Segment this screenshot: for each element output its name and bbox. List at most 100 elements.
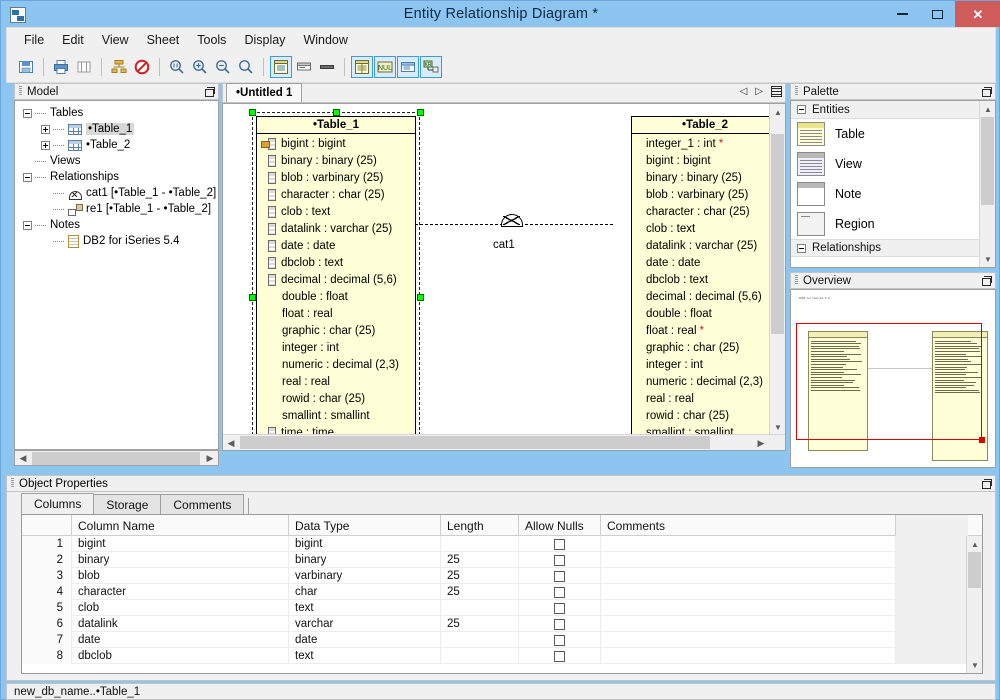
restore-icon[interactable] (980, 87, 992, 97)
cell-length[interactable] (441, 632, 519, 648)
scroll-up-arrow[interactable]: ▲ (971, 539, 979, 549)
no-entry-button[interactable] (131, 56, 153, 78)
cell-length[interactable] (441, 648, 519, 664)
cell-column-name[interactable]: character (72, 584, 289, 600)
model-tree[interactable]: Tables •Table_1 •Table_2 Views (14, 100, 219, 450)
show-comments-button[interactable] (397, 56, 419, 78)
cell-column-name[interactable]: date (72, 632, 289, 648)
zoom-in-button[interactable] (189, 56, 211, 78)
zoom-actual-button[interactable] (166, 56, 188, 78)
columns-grid[interactable]: Column Name Data Type Length Allow Nulls… (21, 514, 983, 674)
canvas-vscrollbar[interactable]: ▲ ▼ (769, 104, 785, 435)
entity-column-row[interactable]: dbclob : text (257, 254, 415, 271)
overview-viewport-handle[interactable] (979, 437, 985, 443)
selection-handle-w[interactable] (249, 294, 256, 301)
cell-comments[interactable] (601, 584, 896, 600)
cell-length[interactable]: 25 (441, 568, 519, 584)
grid-header-allow-nulls[interactable]: Allow Nulls (519, 515, 601, 536)
table-row[interactable]: 6 datalink varchar 25 (22, 616, 982, 632)
show-nullability-button[interactable]: NUL (374, 56, 396, 78)
scroll-left-arrow[interactable]: ◀ (227, 437, 235, 448)
entity-column-row[interactable]: smallint : smallint (632, 424, 770, 436)
entity-column-row[interactable]: date : date (257, 237, 415, 254)
palette-section-entities[interactable]: Entities (791, 101, 979, 119)
align-button[interactable] (108, 56, 130, 78)
show-title-bar-button[interactable] (316, 56, 338, 78)
entity-column-row[interactable]: dbclob : text (632, 271, 770, 288)
vscroll-thumb[interactable] (968, 552, 981, 588)
allow-nulls-checkbox[interactable] (554, 618, 565, 630)
tree-node-notes[interactable]: Notes (19, 217, 218, 233)
cell-length[interactable]: 25 (441, 616, 519, 632)
expander-icon[interactable] (23, 108, 32, 118)
entity-column-row[interactable]: blob : varbinary (25) (257, 169, 415, 186)
restore-icon[interactable] (980, 479, 992, 489)
entity-column-row[interactable]: binary : binary (25) (632, 169, 770, 186)
cell-length[interactable] (441, 536, 519, 552)
cell-column-name[interactable]: blob (72, 568, 289, 584)
cell-comments[interactable] (601, 632, 896, 648)
cell-allow-nulls[interactable] (519, 584, 601, 600)
tree-node-db2-note[interactable]: DB2 for iSeries 5.4 (19, 233, 218, 249)
zoom-fit-button[interactable] (235, 56, 257, 78)
grid-header-length[interactable]: Length (441, 515, 519, 536)
grid-header-data-type[interactable]: Data Type (289, 515, 441, 536)
cell-column-name[interactable]: binary (72, 552, 289, 568)
show-columns-button[interactable] (270, 56, 292, 78)
cell-allow-nulls[interactable] (519, 632, 601, 648)
entity-column-row[interactable]: rowid : char (25) (632, 407, 770, 424)
menu-window[interactable]: Window (303, 33, 348, 47)
cell-comments[interactable] (601, 552, 896, 568)
scroll-down-arrow[interactable]: ▼ (984, 254, 992, 264)
entity-column-row[interactable]: numeric : decimal (2,3) (632, 373, 770, 390)
tree-node-table-2[interactable]: •Table_2 (19, 137, 218, 153)
close-button[interactable]: ✕ (955, 1, 1000, 27)
table-row[interactable]: 8 dbclob text (22, 648, 982, 664)
entity-column-row[interactable]: graphic : char (25) (632, 339, 770, 356)
selection-handle-ne[interactable] (417, 109, 424, 116)
drag-grip-icon[interactable] (795, 275, 798, 286)
scroll-right-arrow[interactable]: ▶ (757, 437, 765, 448)
print-button[interactable] (50, 56, 72, 78)
entity-column-row[interactable]: datalink : varchar (25) (257, 220, 415, 237)
cell-data-type[interactable]: text (289, 600, 441, 616)
cell-data-type[interactable]: varbinary (289, 568, 441, 584)
hscroll-thumb[interactable] (240, 436, 710, 449)
entity-column-row[interactable]: bigint : bigint (632, 152, 770, 169)
tab-storage[interactable]: Storage (93, 494, 162, 514)
expander-icon[interactable] (23, 220, 32, 230)
menu-display[interactable]: Display (244, 33, 286, 47)
entity-column-row[interactable]: decimal : decimal (5,6) (632, 288, 770, 305)
tree-node-table-1[interactable]: •Table_1 (19, 121, 218, 137)
entity-column-row[interactable]: smallint : smallint (257, 407, 415, 424)
entity-column-row[interactable]: real : real (257, 373, 415, 390)
tab-prev-icon[interactable]: ◁ (739, 86, 748, 97)
entity-column-row[interactable]: clob : text (632, 220, 770, 237)
table-row[interactable]: 7 date date (22, 632, 982, 648)
entity-column-row[interactable]: blob : varbinary (25) (632, 186, 770, 203)
show-datatypes-button[interactable] (351, 56, 373, 78)
relationship-category-symbol[interactable] (501, 214, 523, 227)
cell-allow-nulls[interactable] (519, 616, 601, 632)
allow-nulls-checkbox[interactable] (554, 634, 565, 646)
scroll-down-arrow[interactable]: ▼ (971, 660, 979, 670)
tab-columns[interactable]: Columns (21, 493, 95, 514)
entity-column-row[interactable]: real : real (632, 390, 770, 407)
cell-column-name[interactable]: clob (72, 600, 289, 616)
cell-data-type[interactable]: binary (289, 552, 441, 568)
tree-node-cat1[interactable]: cat1 [•Table_1 - •Table_2] (19, 185, 218, 201)
entity-column-row[interactable]: numeric : decimal (2,3) (257, 356, 415, 373)
grid-vscrollbar[interactable]: ▲ ▼ (966, 536, 982, 673)
entity-column-row[interactable]: rowid : char (25) (257, 390, 415, 407)
palette-item-table[interactable]: Table (791, 119, 979, 149)
menu-tools[interactable]: Tools (197, 33, 227, 47)
table-row[interactable]: 2 binary binary 25 (22, 552, 982, 568)
entity-column-row[interactable]: binary : binary (25) (257, 152, 415, 169)
entity-column-row[interactable]: decimal : decimal (5,6) (257, 271, 415, 288)
cell-comments[interactable] (601, 568, 896, 584)
tree-node-views[interactable]: Views (19, 153, 218, 169)
drag-grip-icon[interactable] (11, 478, 14, 489)
entity-column-row[interactable]: datalink : varchar (25) (632, 237, 770, 254)
table-row[interactable]: 5 clob text (22, 600, 982, 616)
cell-data-type[interactable]: char (289, 584, 441, 600)
